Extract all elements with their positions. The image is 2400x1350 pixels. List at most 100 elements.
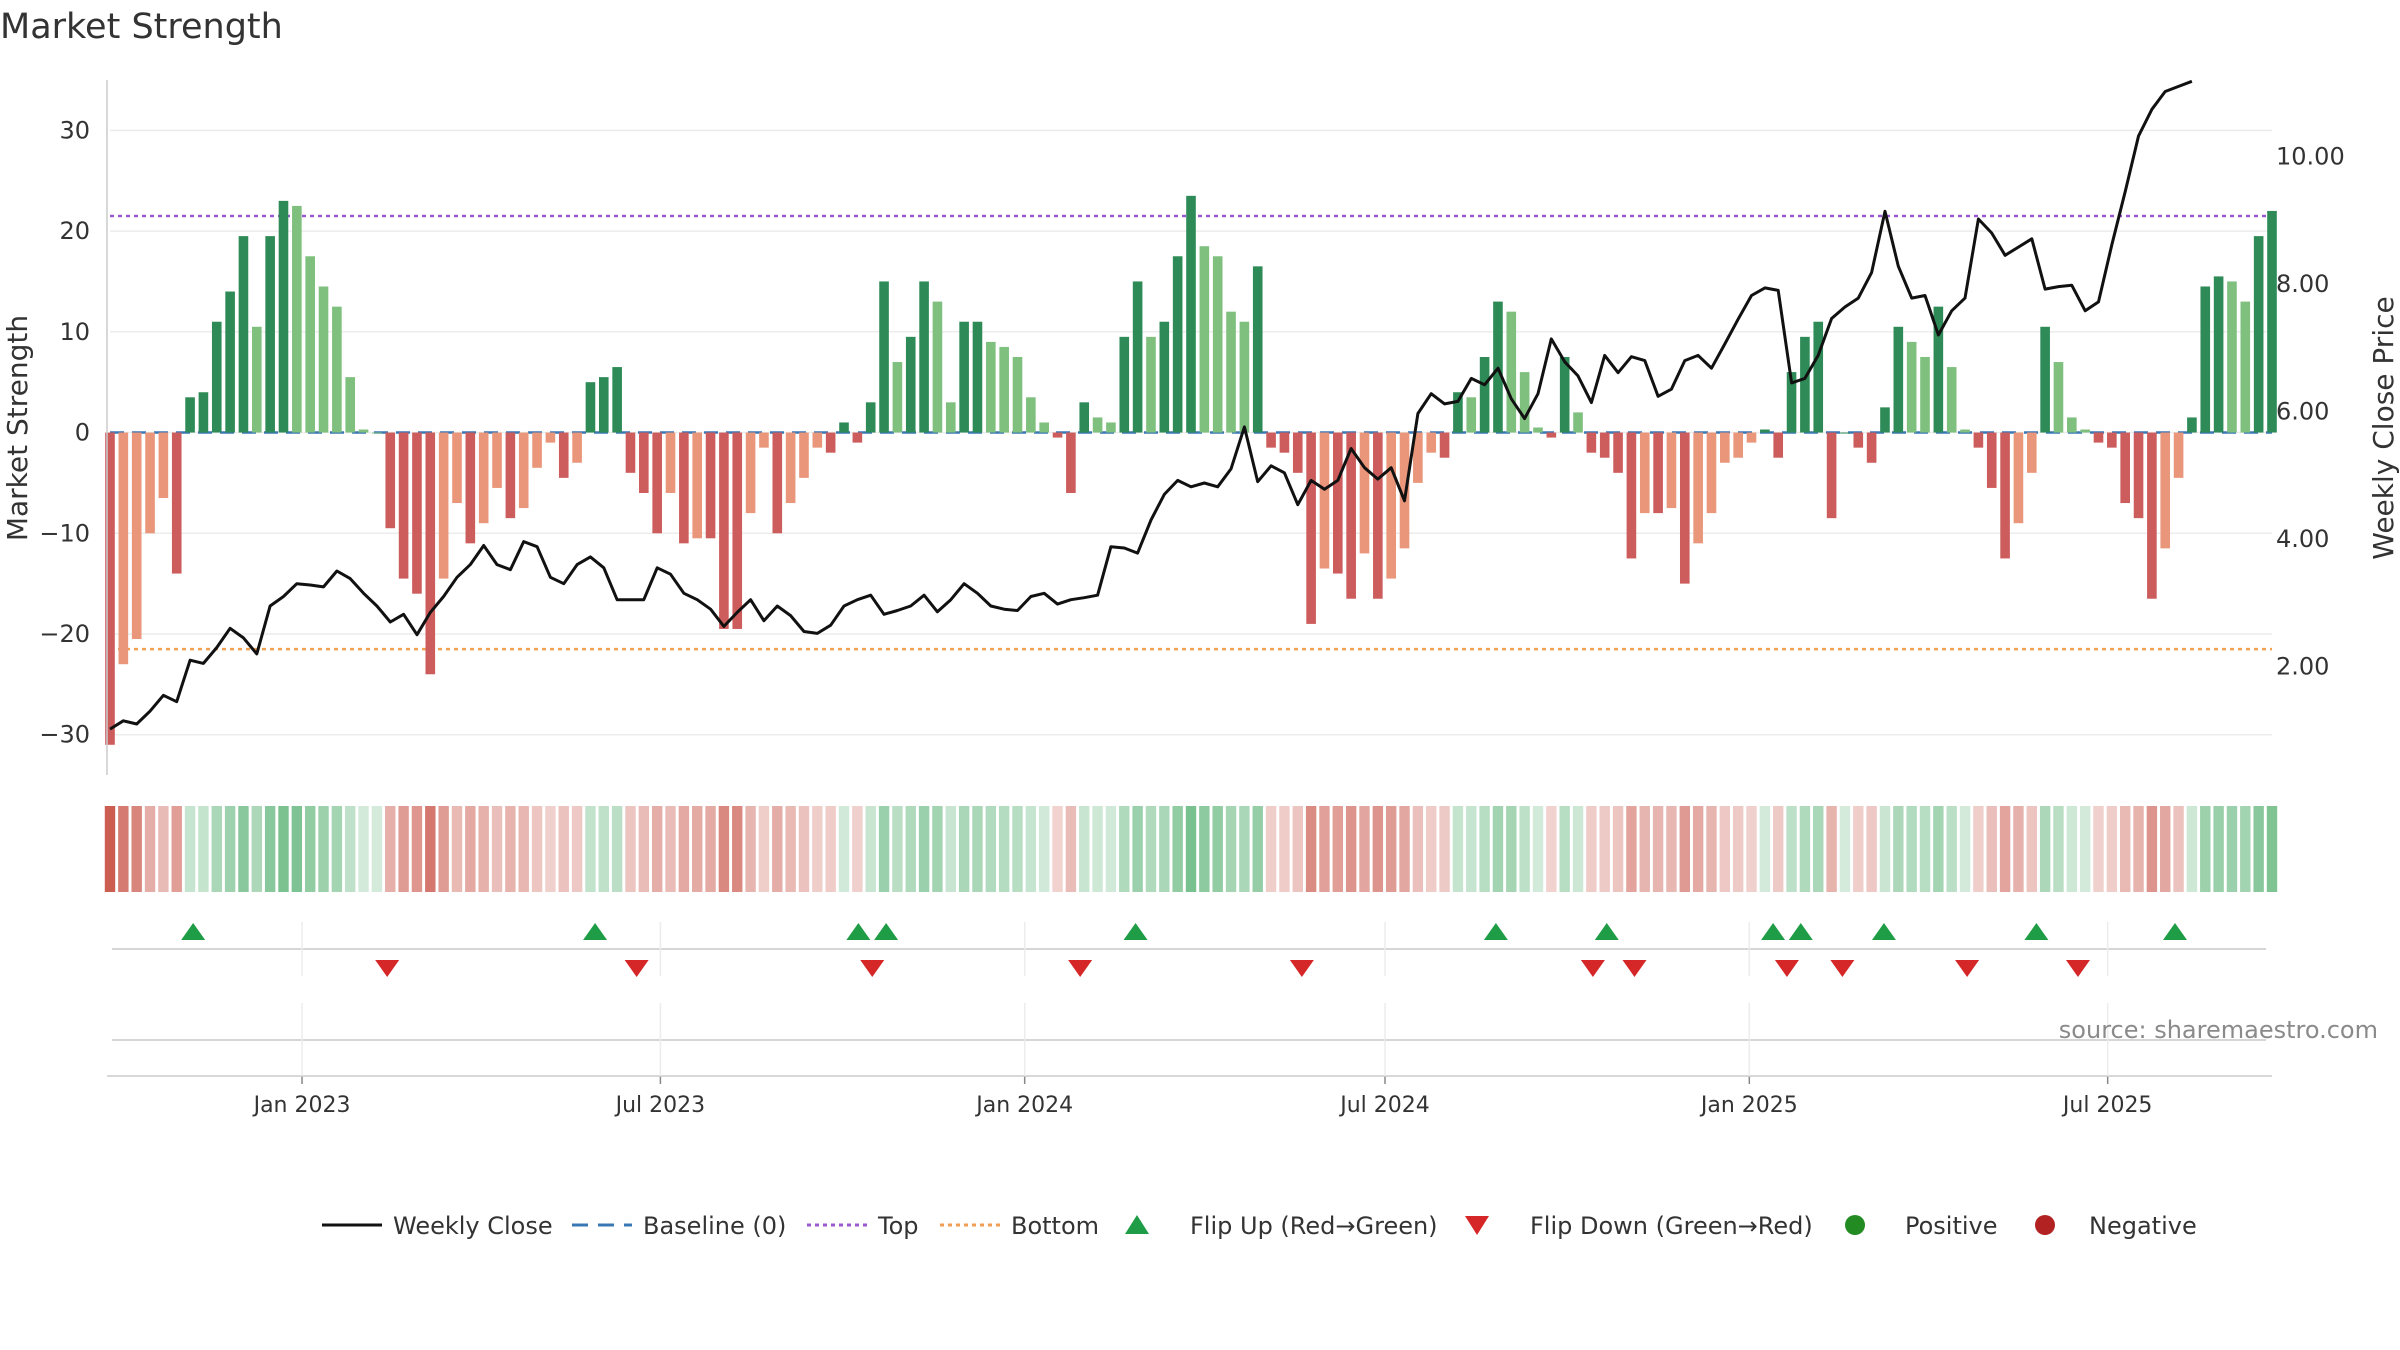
strength-bar (719, 432, 729, 629)
strength-bar (1626, 432, 1637, 559)
strength-bar (1880, 407, 1890, 433)
strength-bar (332, 306, 342, 433)
heat-cell (972, 806, 983, 892)
strength-bar (1346, 432, 1356, 599)
strength-bar (692, 432, 703, 539)
heat-cell (1412, 806, 1424, 892)
heat-cell (1105, 806, 1117, 892)
heat-cell (144, 806, 156, 892)
strength-bar (345, 377, 356, 433)
heat-cell (1759, 806, 1771, 892)
strength-bar (398, 432, 409, 579)
strength-bar (1066, 432, 1076, 493)
strength-bar (705, 432, 716, 539)
heat-cell (2200, 806, 2211, 892)
strength-bar (2013, 432, 2024, 524)
strength-bar (1773, 432, 1784, 458)
heat-cell (1439, 806, 1450, 892)
strength-bar (1359, 432, 1370, 554)
x-tick-label: Jul 2023 (614, 1093, 706, 1118)
heat-cell (1265, 806, 1277, 892)
strength-bar (759, 432, 769, 448)
strength-bar (225, 291, 235, 433)
strength-bar (292, 205, 302, 433)
heat-cell (545, 806, 556, 892)
flip-down-marker (1289, 960, 1314, 977)
heat-cell (358, 806, 369, 892)
heat-cell (1919, 806, 1931, 892)
heat-cell (2186, 806, 2198, 892)
strength-bar (1866, 432, 1877, 463)
strength-bar (545, 432, 556, 443)
strength-bar (2133, 432, 2144, 519)
heat-cell (198, 806, 209, 892)
heat-cell (745, 806, 756, 892)
strength-bar (1106, 422, 1116, 433)
strength-bar (1212, 256, 1223, 433)
flip-up-marker (1871, 923, 1896, 940)
heat-cell (1332, 806, 1344, 892)
heat-cell (1385, 806, 1397, 892)
heat-cell (2026, 806, 2037, 892)
y-tick-label: −20 (39, 620, 90, 648)
strength-bar (1760, 429, 1770, 433)
legend-label-top: Top (877, 1212, 919, 1240)
heat-cell (291, 806, 303, 892)
weekly-close-line (109, 79, 2193, 731)
heat-cell (1145, 806, 1157, 892)
strength-bar (1012, 356, 1023, 433)
strength-bar (358, 429, 369, 433)
strength-bar (198, 392, 209, 433)
strength-bar (265, 236, 275, 433)
heat-cell (1773, 806, 1784, 892)
x-tick-label: Jan 2025 (1699, 1093, 1798, 1118)
heat-cell (278, 806, 289, 892)
strength-bar (2107, 432, 2117, 448)
x-tick-label: Jul 2024 (1338, 1093, 1430, 1118)
x-tick-label: Jan 2023 (252, 1093, 351, 1118)
strength-bar (372, 432, 382, 434)
strength-bar (425, 432, 436, 675)
strength-bar (959, 321, 969, 433)
y-tick-label: 10 (59, 318, 90, 346)
strength-bar (505, 432, 516, 519)
heat-cell (118, 806, 129, 892)
heat-cell (1199, 806, 1210, 892)
strength-bar (1292, 432, 1303, 473)
strength-bar (732, 432, 743, 629)
heat-cell (825, 806, 836, 892)
heat-cell (478, 806, 489, 892)
heat-cell (785, 806, 796, 892)
heat-cell (1399, 806, 1410, 892)
strength-bar (2080, 429, 2090, 433)
strength-bar (2160, 432, 2171, 549)
heat-cell (1959, 806, 1971, 892)
heat-cell (1546, 806, 1557, 892)
heat-cell (211, 806, 222, 892)
heat-cell (1639, 806, 1650, 892)
strength-bar (1319, 432, 1330, 569)
strength-bar (679, 432, 689, 544)
heat-cell (732, 806, 743, 892)
heat-cell (331, 806, 343, 892)
heat-cell (345, 806, 356, 892)
strength-bar (1519, 372, 1530, 433)
strength-bar (1826, 432, 1837, 519)
heat-cell (1466, 806, 1477, 892)
heat-cell (1879, 806, 1891, 892)
strength-bar (572, 432, 582, 463)
heat-cell (998, 806, 1010, 892)
strength-bar (1933, 306, 1944, 433)
legend-swatch-flip-down (1465, 1216, 1489, 1235)
heat-cell (531, 806, 543, 892)
strength-bar (2267, 210, 2277, 433)
heat-cell (304, 806, 316, 892)
strength-bar (1906, 341, 1917, 433)
heat-cell (1212, 806, 1223, 892)
heat-cell (1506, 806, 1517, 892)
strength-bar (2120, 432, 2131, 504)
strength-bar (2200, 286, 2211, 433)
heat-cell (905, 806, 916, 892)
strength-bar (2187, 417, 2197, 433)
strength-bar (1613, 432, 1623, 473)
